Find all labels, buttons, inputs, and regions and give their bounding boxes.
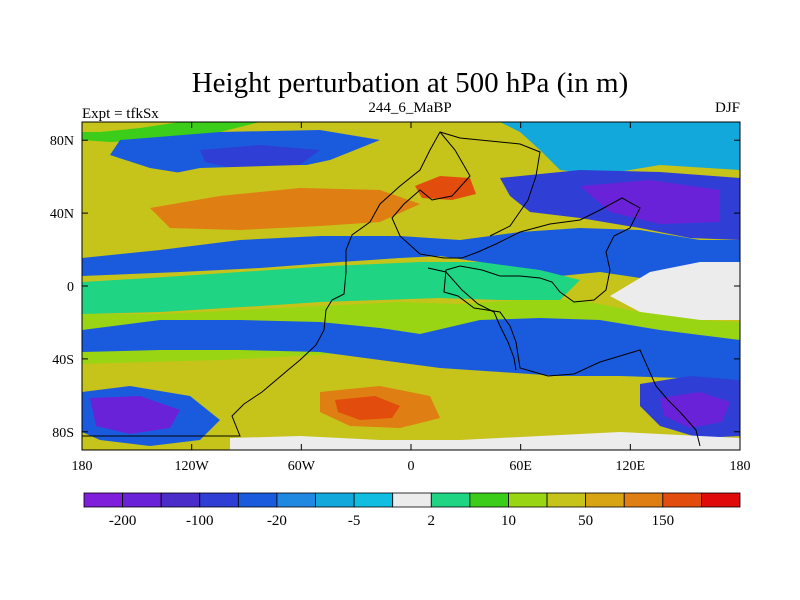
colorbar-box	[237, 492, 278, 508]
colorbar-label: 150	[652, 513, 675, 529]
colorbar-label: -20	[267, 513, 287, 529]
colorbar-box	[585, 492, 625, 508]
subtitle-left: Expt = tfkSx	[82, 106, 159, 122]
coastline-eurasia	[391, 131, 701, 447]
x-tick-label: 60W	[288, 459, 316, 474]
band-npac-yellow	[82, 122, 180, 132]
y-tick-label: 40S	[52, 353, 74, 368]
y-tick-label: 80N	[50, 134, 74, 149]
colorbar-label: 50	[578, 513, 593, 529]
colorbar-box	[701, 492, 741, 508]
coastlines	[82, 131, 701, 447]
colorbar-box	[83, 492, 123, 508]
chart-title: Height perturbation at 500 hPa (in m)	[192, 67, 629, 99]
subtitle-center: 244_6_MaBP	[368, 100, 451, 116]
y-tick-label: 40N	[50, 207, 74, 222]
band-eq-green	[82, 262, 580, 314]
y-tick-label: 80S	[52, 426, 74, 441]
band-satl-red	[335, 396, 400, 420]
band-high-lat-deep	[200, 145, 320, 170]
band-atlantic-blue	[82, 228, 740, 286]
colorbar-box	[662, 492, 702, 508]
colorbar-box	[315, 492, 355, 508]
colorbar-label: -100	[186, 513, 214, 529]
colorbar-box	[199, 492, 239, 508]
band-asia-core	[580, 180, 720, 224]
height-field	[82, 122, 740, 450]
colorbar-box	[353, 492, 394, 508]
colorbar-box	[469, 492, 509, 508]
coastline-africa	[427, 267, 517, 371]
colorbar-label: -5	[348, 513, 361, 529]
x-tick-label: 120W	[175, 459, 210, 474]
colorbar-box	[508, 492, 548, 508]
colorbar-label: 10	[501, 513, 516, 529]
colorbar-box	[430, 492, 471, 508]
x-tick-label: 120E	[616, 459, 646, 474]
band-sio-deep	[660, 392, 730, 428]
band-europe-red	[415, 176, 476, 200]
colorbar-box	[392, 492, 432, 508]
colorbar-box	[122, 492, 162, 508]
x-tick-label: 180	[730, 459, 751, 474]
colorbar-label: 2	[428, 513, 436, 529]
y-axis: 80N 40N 0 40S 80S	[50, 134, 740, 441]
coastline-americas	[82, 131, 541, 437]
colorbar-box	[276, 492, 316, 508]
band-antarctic-gray	[230, 432, 740, 450]
colorbar-box	[623, 492, 664, 508]
x-tick-label: 180	[72, 459, 93, 474]
subtitle-right: DJF	[715, 100, 740, 116]
colorbar-label: -200	[109, 513, 137, 529]
x-tick-label: 0	[408, 459, 415, 474]
colorbar-box	[160, 492, 201, 508]
colorbar: -200 -100 -20 -5 2 10 50 150	[83, 492, 741, 529]
band-spac-deep	[90, 396, 180, 434]
band-south-blue	[82, 318, 740, 380]
x-tick-label: 60E	[509, 459, 532, 474]
band-eq-gray	[610, 262, 740, 320]
x-axis: 180 120W 60W 0 60E 120E 180	[72, 122, 751, 474]
colorbar-box	[546, 492, 587, 508]
y-tick-label: 0	[67, 280, 74, 295]
band-arctic-cyan	[82, 122, 740, 175]
band-midlat-orange	[150, 188, 420, 230]
